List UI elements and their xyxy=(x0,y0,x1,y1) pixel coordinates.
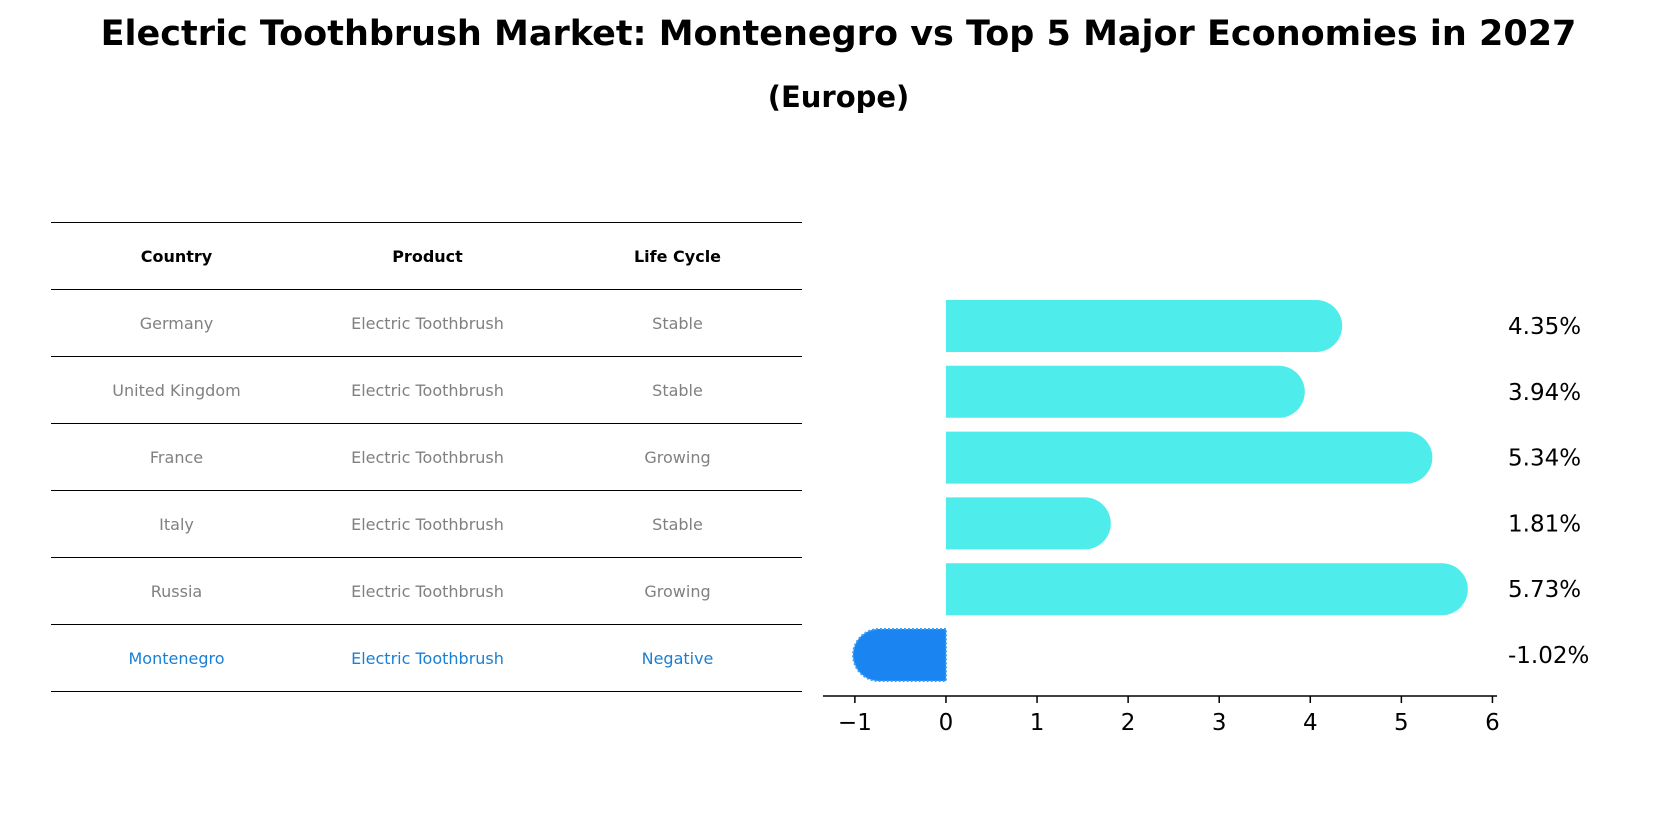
x-tick-label: 1 xyxy=(1030,710,1045,736)
data-table: Country Product Life Cycle Germany Elect… xyxy=(51,222,802,692)
cell-country: United Kingdom xyxy=(112,380,241,400)
data-label: 5.34% xyxy=(1508,446,1581,472)
cell-product: Electric Toothbrush xyxy=(351,447,504,467)
x-tick-label: 3 xyxy=(1212,710,1227,736)
chart-title: Electric Toothbrush Market: Montenegro v… xyxy=(100,14,1577,54)
cell-life-cycle: Stable xyxy=(652,514,703,534)
data-label: 5.73% xyxy=(1508,577,1581,603)
bar-russia xyxy=(945,563,1468,616)
cell-life-cycle: Stable xyxy=(652,313,703,333)
cell-country: Italy xyxy=(159,514,194,534)
bar-italy xyxy=(945,497,1111,550)
table-row: Italy Electric Toothbrush Stable xyxy=(51,490,802,557)
table-row: France Electric Toothbrush Growing xyxy=(51,423,802,490)
table-row: Germany Electric Toothbrush Stable xyxy=(51,289,802,356)
cell-life-cycle: Growing xyxy=(644,447,711,467)
cell-country: Montenegro xyxy=(128,648,225,668)
header-product: Product xyxy=(392,246,463,266)
table-row-highlight: Montenegro Electric Toothbrush Negative xyxy=(51,624,802,692)
table-row: United Kingdom Electric Toothbrush Stabl… xyxy=(51,356,802,423)
cell-country: Germany xyxy=(139,313,214,333)
chart-subtitle: (Europe) xyxy=(767,80,910,114)
bar-montenegro xyxy=(852,628,947,682)
cell-product: Electric Toothbrush xyxy=(351,648,504,668)
cell-country: France xyxy=(149,447,204,467)
cell-life-cycle: Negative xyxy=(641,648,714,668)
x-tick-label: 4 xyxy=(1303,710,1318,736)
bar-united-kingdom xyxy=(945,365,1305,418)
data-label: -1.02% xyxy=(1508,643,1589,669)
header-life-cycle: Life Cycle xyxy=(633,246,722,266)
cell-product: Electric Toothbrush xyxy=(351,313,504,333)
x-tick-label: 2 xyxy=(1121,710,1136,736)
cell-product: Electric Toothbrush xyxy=(351,380,504,400)
table-row: Russia Electric Toothbrush Growing xyxy=(51,557,802,624)
data-label: 3.94% xyxy=(1508,380,1581,406)
cell-life-cycle: Growing xyxy=(644,581,711,601)
cell-life-cycle: Stable xyxy=(652,380,703,400)
cell-country: Russia xyxy=(150,581,203,601)
header-country: Country xyxy=(140,246,213,266)
bar-france xyxy=(945,431,1433,484)
table-header-row: Country Product Life Cycle xyxy=(51,222,802,289)
x-tick-label: 0 xyxy=(939,710,954,736)
bar-germany xyxy=(945,300,1343,352)
x-tick-label: 5 xyxy=(1394,710,1409,736)
data-label: 1.81% xyxy=(1508,511,1581,537)
x-tick-label: 6 xyxy=(1485,710,1500,736)
cell-product: Electric Toothbrush xyxy=(351,581,504,601)
x-tick-label: −1 xyxy=(838,710,872,736)
cell-product: Electric Toothbrush xyxy=(351,514,504,534)
data-label: 4.35% xyxy=(1508,314,1581,340)
